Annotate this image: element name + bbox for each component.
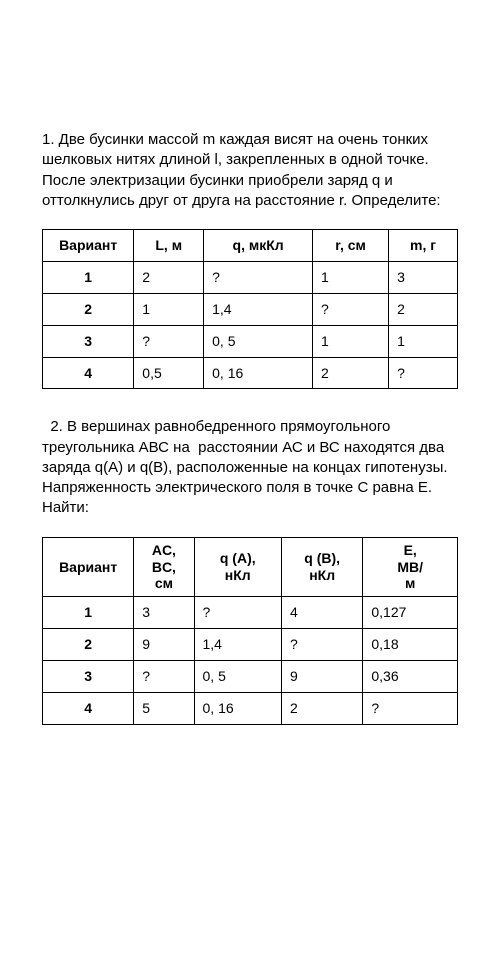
problem1-table: Вариант L, м q, мкКл r, см m, г 1 2 ? 1 … — [42, 229, 458, 389]
cell: 0,36 — [363, 660, 458, 692]
cell: 3 — [389, 261, 458, 293]
col-header: m, г — [389, 230, 458, 262]
table-row: 3 ? 0, 5 9 0,36 — [43, 660, 458, 692]
col-header: Вариант — [43, 537, 134, 596]
cell: 4 — [43, 692, 134, 724]
cell: ? — [363, 692, 458, 724]
cell: ? — [134, 325, 204, 357]
cell: 0, 5 — [204, 325, 313, 357]
table-row: 1 2 ? 1 3 — [43, 261, 458, 293]
cell: 0, 16 — [194, 692, 282, 724]
cell: 4 — [282, 597, 363, 629]
table-row: 3 ? 0, 5 1 1 — [43, 325, 458, 357]
cell: 5 — [134, 692, 194, 724]
cell: 1 — [313, 325, 389, 357]
col-header: Вариант — [43, 230, 134, 262]
problem2-text: 2. В вершинах равнобедренного прямоуголь… — [42, 417, 458, 518]
cell: 0, 5 — [194, 660, 282, 692]
col-header: E,МВ/м — [363, 537, 458, 596]
cell: ? — [204, 261, 313, 293]
cell: 2 — [43, 293, 134, 325]
table-row: 4 0,5 0, 16 2 ? — [43, 357, 458, 389]
table-header-row: Вариант AC,BC,см q (A),нКл q (B),нКл E,М… — [43, 537, 458, 596]
cell: 1 — [134, 293, 204, 325]
cell: ? — [134, 660, 194, 692]
col-header: L, м — [134, 230, 204, 262]
cell: 1 — [313, 261, 389, 293]
cell: 3 — [134, 597, 194, 629]
table-header-row: Вариант L, м q, мкКл r, см m, г — [43, 230, 458, 262]
col-header: q, мкКл — [204, 230, 313, 262]
cell: ? — [282, 628, 363, 660]
cell: 0,5 — [134, 357, 204, 389]
col-header: q (B),нКл — [282, 537, 363, 596]
cell: 2 — [43, 628, 134, 660]
cell: 1 — [43, 597, 134, 629]
cell: 1,4 — [204, 293, 313, 325]
cell: 9 — [134, 628, 194, 660]
table-row: 2 9 1,4 ? 0,18 — [43, 628, 458, 660]
table-row: 2 1 1,4 ? 2 — [43, 293, 458, 325]
cell: ? — [313, 293, 389, 325]
col-header: q (A),нКл — [194, 537, 282, 596]
cell: 4 — [43, 357, 134, 389]
cell: 2 — [313, 357, 389, 389]
cell: 0,127 — [363, 597, 458, 629]
col-header: r, см — [313, 230, 389, 262]
cell: 1 — [43, 261, 134, 293]
cell: 2 — [282, 692, 363, 724]
problem2-table: Вариант AC,BC,см q (A),нКл q (B),нКл E,М… — [42, 537, 458, 725]
cell: 1,4 — [194, 628, 282, 660]
cell: 9 — [282, 660, 363, 692]
cell: ? — [194, 597, 282, 629]
cell: 0, 16 — [204, 357, 313, 389]
problem1-text: 1. Две бусинки массой m каждая висят на … — [42, 130, 458, 211]
col-header: AC,BC,см — [134, 537, 194, 596]
cell: 3 — [43, 325, 134, 357]
table-row: 1 3 ? 4 0,127 — [43, 597, 458, 629]
cell: 2 — [134, 261, 204, 293]
cell: 1 — [389, 325, 458, 357]
table-row: 4 5 0, 16 2 ? — [43, 692, 458, 724]
cell: 0,18 — [363, 628, 458, 660]
cell: 3 — [43, 660, 134, 692]
cell: ? — [389, 357, 458, 389]
cell: 2 — [389, 293, 458, 325]
